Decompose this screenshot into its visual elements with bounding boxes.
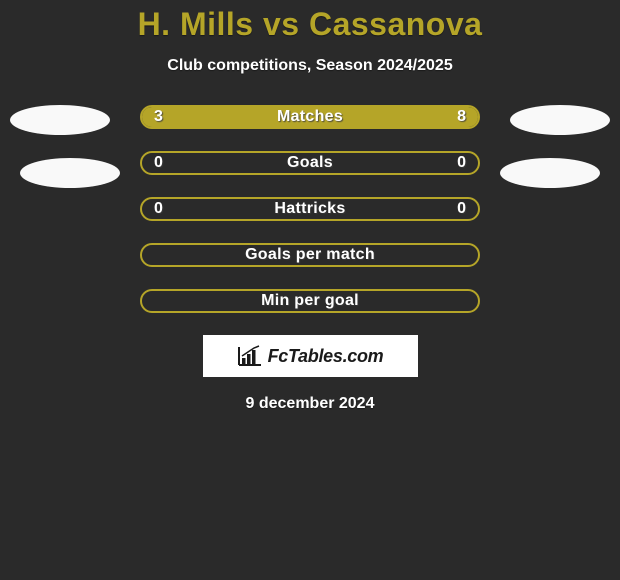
page-title: H. Mills vs Cassanova xyxy=(0,6,620,43)
footer-date: 9 december 2024 xyxy=(0,395,620,413)
stat-bar-goals: 0 Goals 0 xyxy=(140,151,480,175)
player-right-badge-2 xyxy=(500,158,600,188)
player-left-badge-2 xyxy=(20,158,120,188)
stat-label: Matches xyxy=(142,107,478,127)
stat-bar-matches: 3 Matches 8 xyxy=(140,105,480,129)
stat-right-value: 0 xyxy=(457,199,466,219)
page-subtitle: Club competitions, Season 2024/2025 xyxy=(0,57,620,75)
stat-label: Min per goal xyxy=(142,291,478,311)
source-logo[interactable]: FcTables.com xyxy=(203,335,418,377)
comparison-widget: H. Mills vs Cassanova Club competitions,… xyxy=(0,0,620,580)
bar-chart-icon xyxy=(237,345,263,367)
player-left-badge-1 xyxy=(10,105,110,135)
stat-right-value: 8 xyxy=(457,107,466,127)
stat-right-value: 0 xyxy=(457,153,466,173)
stat-bar-goals-per-match: Goals per match xyxy=(140,243,480,267)
stat-label: Hattricks xyxy=(142,199,478,219)
stat-bar-min-per-goal: Min per goal xyxy=(140,289,480,313)
stat-bar-hattricks: 0 Hattricks 0 xyxy=(140,197,480,221)
source-logo-text: FcTables.com xyxy=(268,346,384,367)
player-right-badge-1 xyxy=(510,105,610,135)
stat-label: Goals xyxy=(142,153,478,173)
stat-label: Goals per match xyxy=(142,245,478,265)
stats-area: 3 Matches 8 0 Goals 0 0 Hattricks 0 Goal… xyxy=(0,105,620,313)
